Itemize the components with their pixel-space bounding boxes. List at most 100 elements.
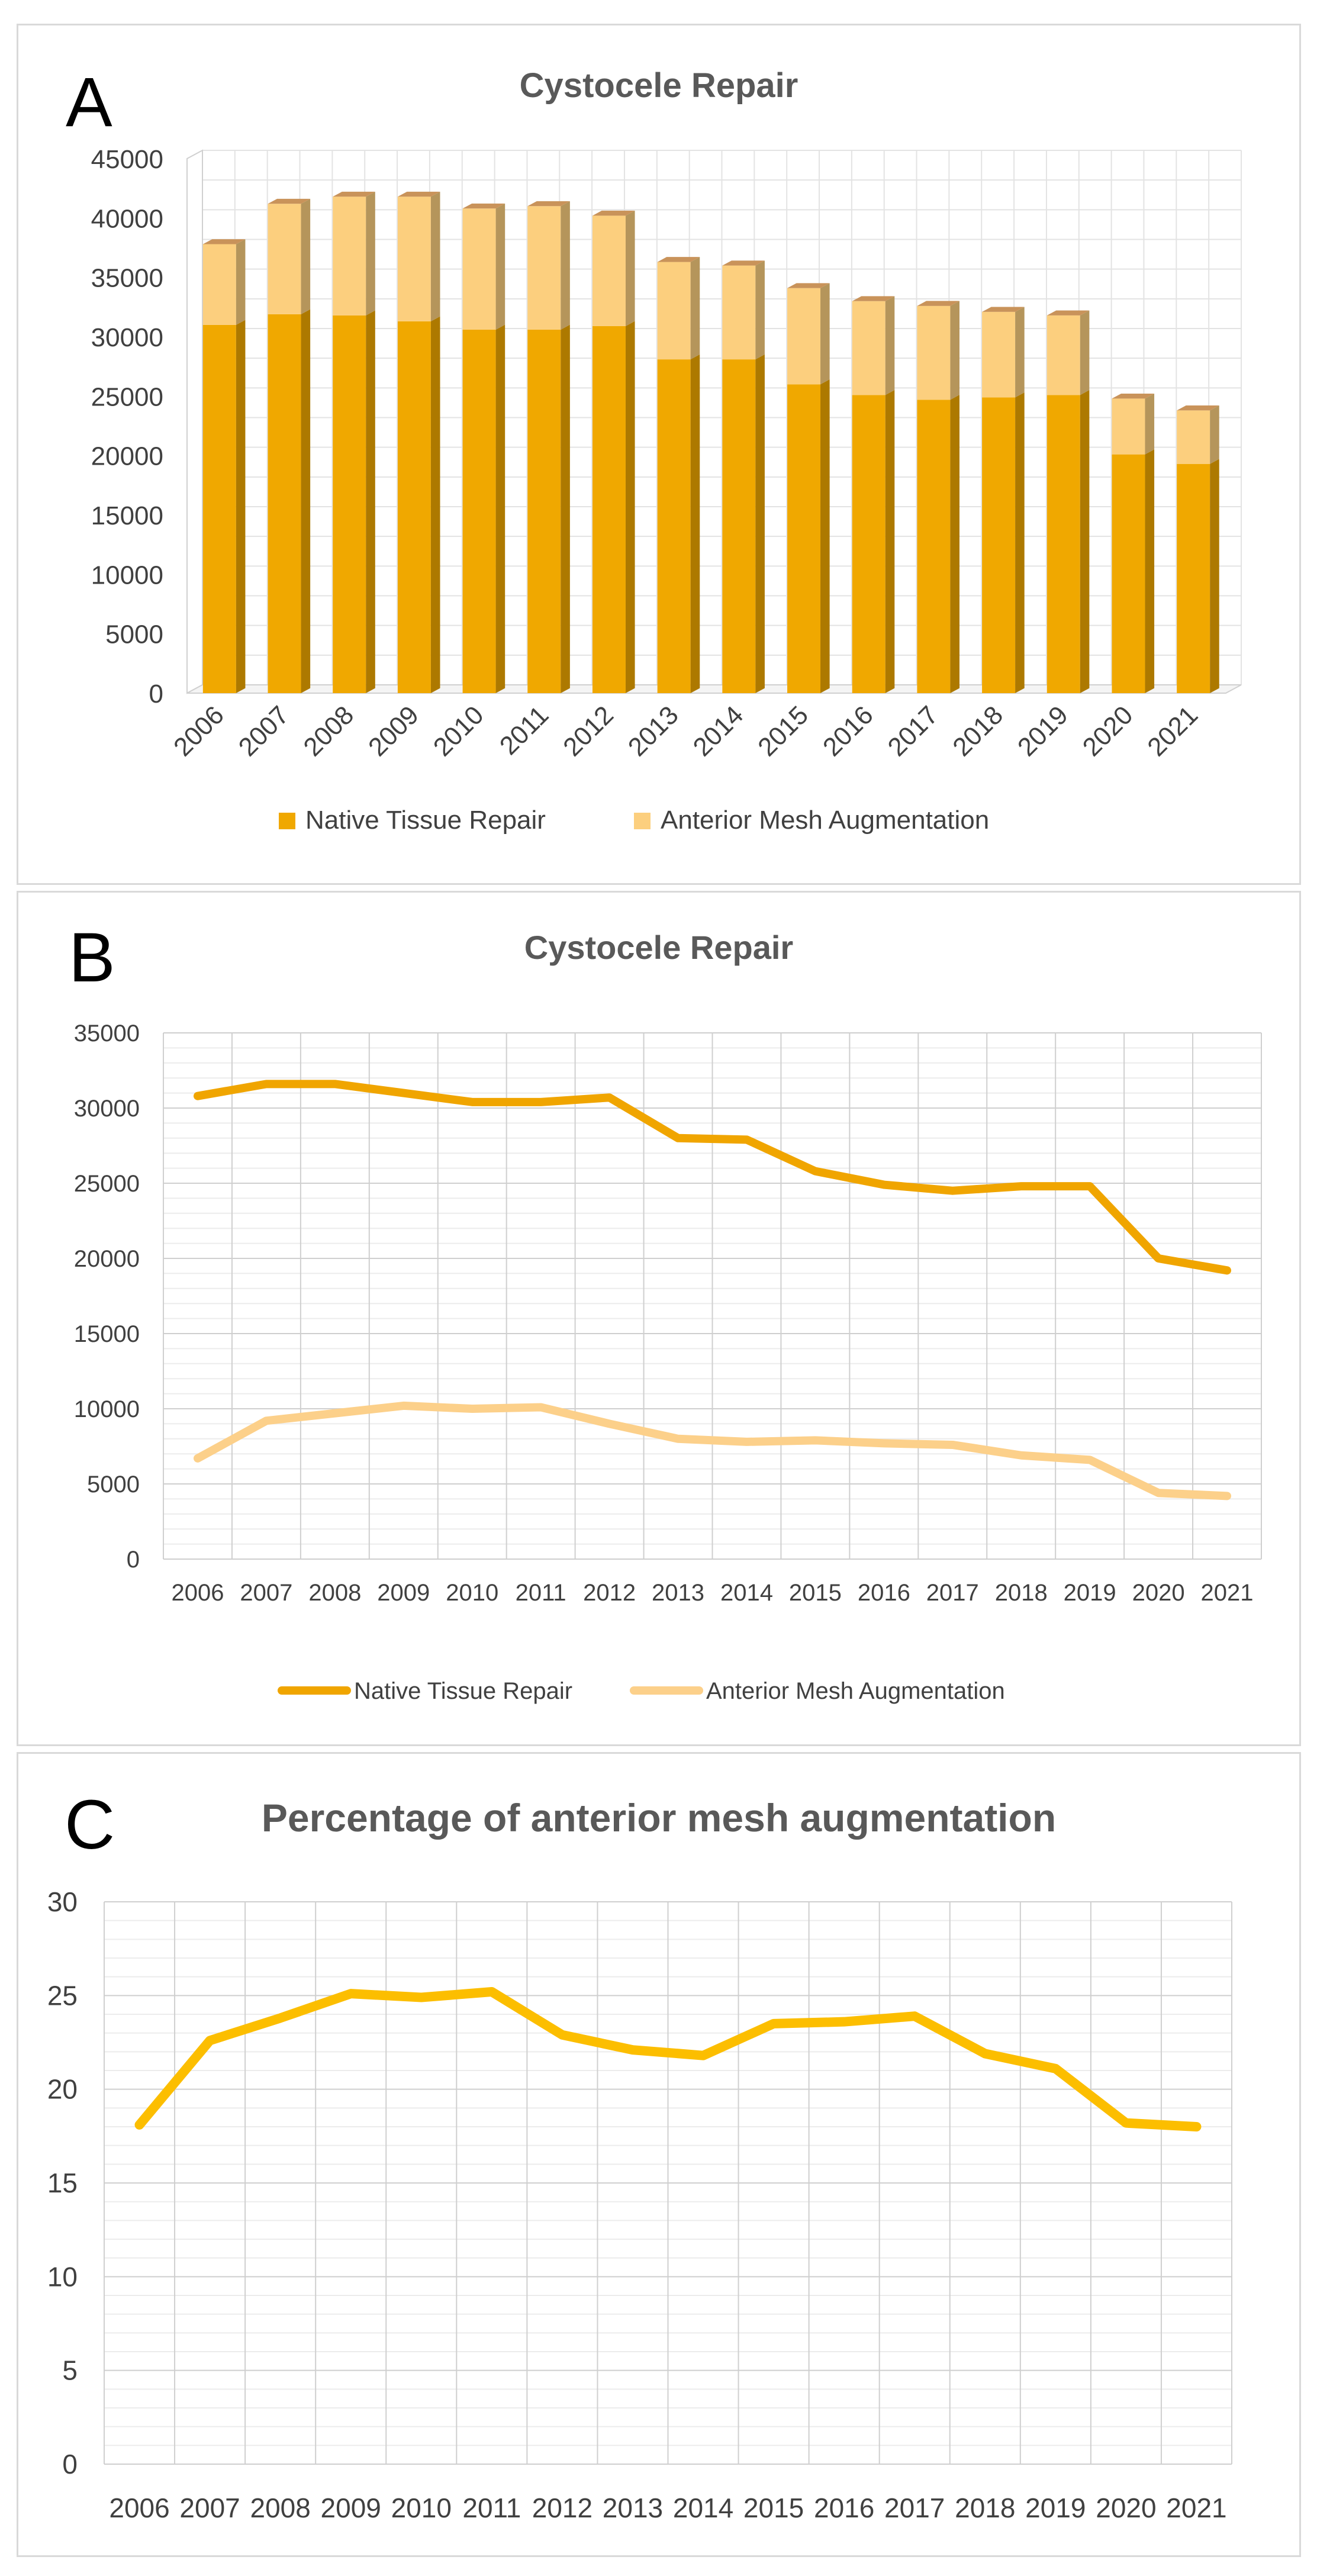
x-tick-label: 2014 xyxy=(688,700,749,762)
bar-side xyxy=(236,320,246,693)
bar-side xyxy=(1080,310,1090,395)
x-tick-label: 2010 xyxy=(446,1580,498,1606)
x-tick-label: 2007 xyxy=(179,2493,240,2523)
bar-native-tissue xyxy=(787,384,821,693)
y-tick-label: 5000 xyxy=(87,1471,140,1498)
y-tick-label: 30000 xyxy=(74,1096,140,1122)
bar-top xyxy=(202,239,246,244)
bar-side xyxy=(366,191,375,315)
bar-side xyxy=(690,354,700,693)
x-tick-label: 2013 xyxy=(623,700,684,762)
x-tick-label: 2016 xyxy=(817,700,879,762)
legend-swatch xyxy=(279,813,295,829)
bar-side xyxy=(1210,405,1219,464)
bar-side xyxy=(301,198,311,314)
side-wall xyxy=(186,149,203,694)
y-tick-label: 20 xyxy=(47,2074,78,2105)
bar-anterior-mesh xyxy=(592,215,626,326)
x-tick-label: 2007 xyxy=(233,700,295,762)
chart-a-title: Cystocele Repair xyxy=(519,66,798,105)
x-tick-label: 2008 xyxy=(308,1580,361,1606)
y-tick-label: 5 xyxy=(62,2355,78,2386)
bar-native-tissue xyxy=(657,359,691,693)
x-tick-label: 2006 xyxy=(171,1580,224,1606)
bar-top xyxy=(527,201,570,207)
bar-side xyxy=(625,321,635,693)
x-tick-label: 2008 xyxy=(250,2493,310,2523)
x-tick-label: 2018 xyxy=(955,2493,1015,2523)
x-tick-label: 2013 xyxy=(652,1580,704,1606)
x-tick-label: 2021 xyxy=(1142,700,1203,762)
panel-c: C Percentage of anterior mesh augmentati… xyxy=(17,1752,1301,2557)
bar-side xyxy=(301,309,311,693)
bar-anterior-mesh xyxy=(333,197,366,315)
x-tick-label: 2016 xyxy=(858,1580,910,1606)
x-tick-label: 2016 xyxy=(814,2493,874,2523)
y-tick-label: 25000 xyxy=(74,1171,140,1197)
x-tick-label: 2015 xyxy=(752,700,814,762)
bar-top xyxy=(657,257,700,262)
bar-top xyxy=(1112,393,1155,399)
y-tick-label: 10000 xyxy=(91,561,163,590)
bar-side xyxy=(1210,459,1219,693)
y-tick-label: 35000 xyxy=(91,264,163,293)
bar-top xyxy=(1046,310,1090,315)
bar-anterior-mesh xyxy=(852,301,885,395)
bar-native-tissue xyxy=(917,400,951,693)
chart-b-title: Cystocele Repair xyxy=(524,929,794,966)
x-tick-label: 2020 xyxy=(1132,1580,1185,1606)
bar-native-tissue xyxy=(268,314,301,693)
y-tick-label: 20000 xyxy=(74,1246,140,1272)
bar-anterior-mesh xyxy=(917,305,951,400)
x-tick-label: 2009 xyxy=(321,2493,381,2523)
y-tick-label: 0 xyxy=(62,2449,78,2480)
x-tick-label: 2017 xyxy=(884,2493,945,2523)
bar-side xyxy=(625,210,635,326)
bar-top xyxy=(917,301,960,306)
bar-side xyxy=(561,324,570,693)
bar-native-tissue xyxy=(722,359,756,693)
x-tick-label: 2009 xyxy=(363,700,424,762)
bar-native-tissue xyxy=(202,324,236,693)
bar-side xyxy=(561,201,570,330)
y-tick-label: 25 xyxy=(47,1980,78,2011)
x-tick-label: 2021 xyxy=(1166,2493,1226,2523)
chart-a-svg: 0 5000 10000 15000 20000 25000 30000 35000 40000… xyxy=(91,145,1242,835)
mesh-percentage-line xyxy=(134,1987,1202,2131)
panel-a-letter: A xyxy=(66,63,112,141)
x-tick-label: 2008 xyxy=(298,700,359,762)
y-tick-label: 45000 xyxy=(91,145,163,174)
x-tick-label: 2021 xyxy=(1201,1580,1254,1606)
x-tick-label: 2015 xyxy=(789,1580,842,1606)
x-tick-label: 2007 xyxy=(240,1580,292,1606)
bar-side xyxy=(430,191,440,321)
chart-b-svg: 0 5000 10000 15000 20000 25000 30000 35000 2006 2… xyxy=(74,1020,1262,1704)
bar-side xyxy=(1080,389,1090,693)
bar-anterior-mesh xyxy=(787,288,821,385)
x-tick-label: 2020 xyxy=(1096,2493,1156,2523)
y-tick-label: 25000 xyxy=(91,382,163,411)
bar-top xyxy=(1177,405,1219,411)
x-tick-label: 2006 xyxy=(168,700,230,762)
y-tick-label: 30000 xyxy=(91,323,163,352)
chart-c-title: Percentage of anterior mesh augmentation xyxy=(261,1796,1057,1840)
bar-top xyxy=(852,296,895,301)
bar-side xyxy=(950,394,960,693)
bar-native-tissue xyxy=(1112,454,1145,693)
bar-native-tissue xyxy=(397,321,431,693)
bar-anterior-mesh xyxy=(722,265,756,360)
bar-side xyxy=(885,389,895,693)
x-tick-label: 2019 xyxy=(1025,2493,1086,2523)
x-tick-label: 2020 xyxy=(1077,700,1139,762)
bar-top xyxy=(787,283,830,288)
x-tick-label: 2014 xyxy=(720,1580,773,1606)
legend-swatch xyxy=(634,813,651,829)
bar-anterior-mesh xyxy=(527,206,561,330)
legend-label: Anterior Mesh Augmentation xyxy=(706,1678,1005,1704)
x-tick-label: 2006 xyxy=(109,2493,169,2523)
x-tick-label: 2010 xyxy=(428,700,490,762)
panel-b: B Cystocele Repair 0 5000 10000 15000 20000 2… xyxy=(17,891,1301,1746)
bar-top xyxy=(462,203,505,209)
y-tick-label: 40000 xyxy=(91,204,163,233)
bar-anterior-mesh xyxy=(462,208,496,330)
